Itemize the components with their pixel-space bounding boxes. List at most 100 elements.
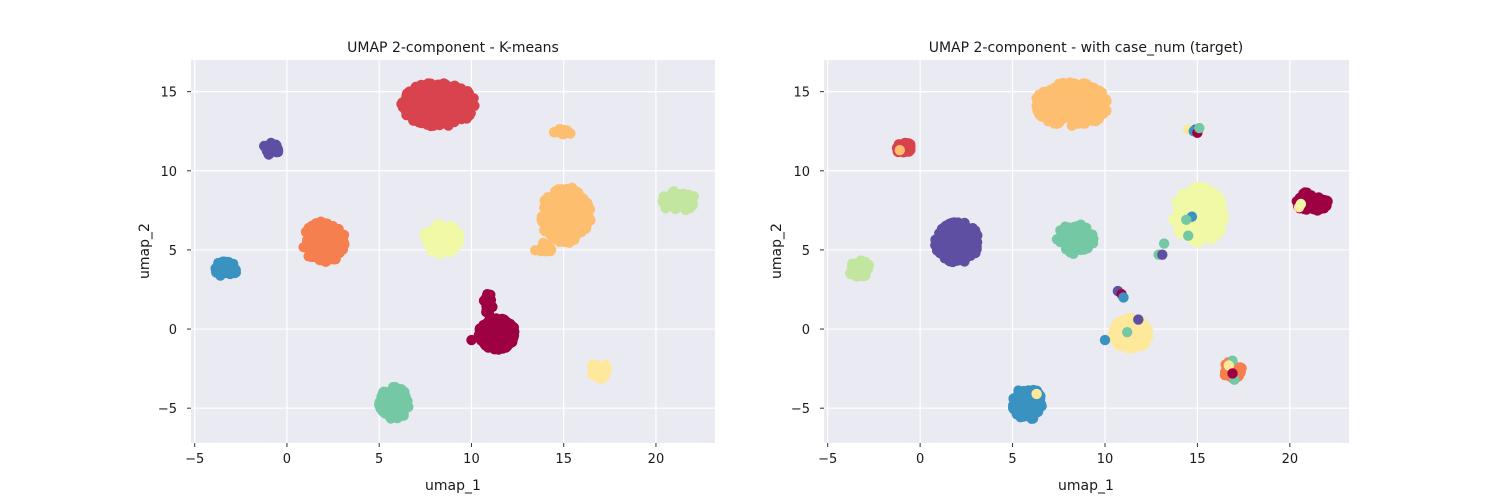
scatter-point	[499, 314, 510, 325]
x-axis-label: umap_1	[425, 478, 481, 494]
x-tick-label: −5	[818, 452, 837, 467]
y-tick-label: 15	[160, 86, 177, 101]
scatter-point	[667, 187, 678, 198]
scatter-point	[380, 405, 392, 416]
scatter-point	[1321, 195, 1333, 206]
scatter-point	[447, 83, 458, 94]
y-axis-label: umap_2	[137, 223, 153, 279]
scatter-point	[1077, 94, 1089, 106]
scatter-point	[546, 199, 557, 210]
x-tick-label: −5	[185, 452, 204, 467]
scatter-point	[535, 243, 546, 254]
scatter-point	[1298, 188, 1309, 199]
x-tick-label: 10	[1097, 452, 1114, 467]
scatter-point	[1194, 122, 1205, 134]
scatter-point	[374, 398, 386, 409]
scatter-point	[427, 92, 438, 103]
chart-panel-target: −5 0 5 10 15 20 −5 0 5 10 15 UMAP 2-component - wi…	[769, 40, 1349, 494]
scatter-point	[1066, 246, 1077, 258]
scatter-point	[1088, 115, 1099, 127]
scatter-point	[1196, 213, 1208, 224]
scatter-point	[544, 207, 555, 219]
x-tick-label: 5	[1008, 452, 1016, 467]
scatter-point	[1075, 222, 1086, 233]
scatter-point	[453, 98, 464, 109]
scatter-point	[1065, 229, 1077, 241]
scatter-point	[420, 229, 431, 240]
scatter-point	[942, 227, 953, 239]
scatter-point	[403, 109, 414, 121]
scatter-point	[588, 365, 599, 376]
scatter-point	[1223, 360, 1235, 371]
scatter-point	[402, 395, 413, 407]
scatter-point	[546, 221, 557, 232]
scatter-point	[211, 264, 222, 275]
y-tick-label: 15	[793, 86, 810, 101]
scatter-point	[846, 263, 858, 274]
scatter-point	[1174, 227, 1185, 239]
x-tick-label: 20	[1282, 452, 1299, 467]
scatter-point	[960, 253, 971, 265]
y-tick-label: 0	[169, 323, 177, 338]
scatter-point	[1132, 326, 1143, 337]
scatter-point	[1192, 235, 1203, 246]
x-tick-label: 10	[463, 452, 480, 467]
scatter-point	[1183, 230, 1194, 241]
scatter-point	[946, 219, 957, 230]
scatter-point	[481, 306, 492, 318]
scatter-point	[228, 258, 239, 270]
scatter-point	[855, 255, 867, 266]
scatter-point	[1192, 181, 1203, 192]
scatter-point	[1056, 236, 1067, 247]
scatter-point	[263, 148, 274, 160]
y-tick-label: −5	[791, 402, 810, 417]
x-tick-label: 15	[1189, 452, 1206, 467]
scatter-point	[436, 236, 447, 247]
scatter-point	[1190, 222, 1201, 233]
scatter-marks	[845, 77, 1333, 424]
scatter-point	[1227, 368, 1238, 379]
scatter-point	[445, 101, 456, 112]
scatter-point	[1122, 327, 1133, 338]
scatter-point	[413, 107, 424, 118]
scatter-point	[1100, 95, 1111, 107]
scatter-point	[459, 111, 470, 122]
scatter-point	[545, 244, 557, 255]
scatter-point	[436, 221, 447, 232]
scatter-marks	[210, 78, 699, 424]
scatter-point	[322, 223, 333, 234]
scatter-point	[1033, 99, 1044, 111]
scatter-point	[329, 242, 340, 253]
scatter-point	[553, 212, 564, 223]
scatter-point	[477, 330, 488, 342]
scatter-point	[1013, 385, 1024, 396]
scatter-point	[894, 145, 905, 156]
scatter-point	[487, 316, 498, 328]
scatter-point	[1081, 104, 1092, 115]
y-tick-label: 0	[802, 323, 810, 338]
scatter-point	[564, 201, 575, 212]
scatter-point	[319, 249, 330, 260]
scatter-point	[302, 224, 314, 235]
scatter-point	[573, 187, 584, 198]
scatter-point	[408, 96, 419, 107]
scatter-point	[967, 239, 978, 251]
scatter-point	[1295, 198, 1307, 210]
scatter-point	[1157, 249, 1168, 260]
scatter-point	[428, 109, 439, 120]
scatter-point	[1214, 221, 1226, 233]
scatter-point	[554, 186, 565, 197]
y-tick-label: 5	[802, 244, 810, 259]
scatter-point	[902, 141, 914, 152]
y-axis-label: umap_2	[769, 223, 785, 279]
scatter-point	[668, 200, 679, 211]
scatter-point	[482, 289, 493, 300]
scatter-point	[1099, 334, 1111, 346]
scatter-point	[423, 237, 434, 248]
scatter-point	[396, 98, 407, 110]
scatter-point	[1174, 201, 1185, 212]
scatter-point	[434, 248, 445, 259]
scatter-point	[469, 100, 480, 112]
scatter-point	[1203, 197, 1214, 208]
x-tick-label: 15	[555, 452, 572, 467]
